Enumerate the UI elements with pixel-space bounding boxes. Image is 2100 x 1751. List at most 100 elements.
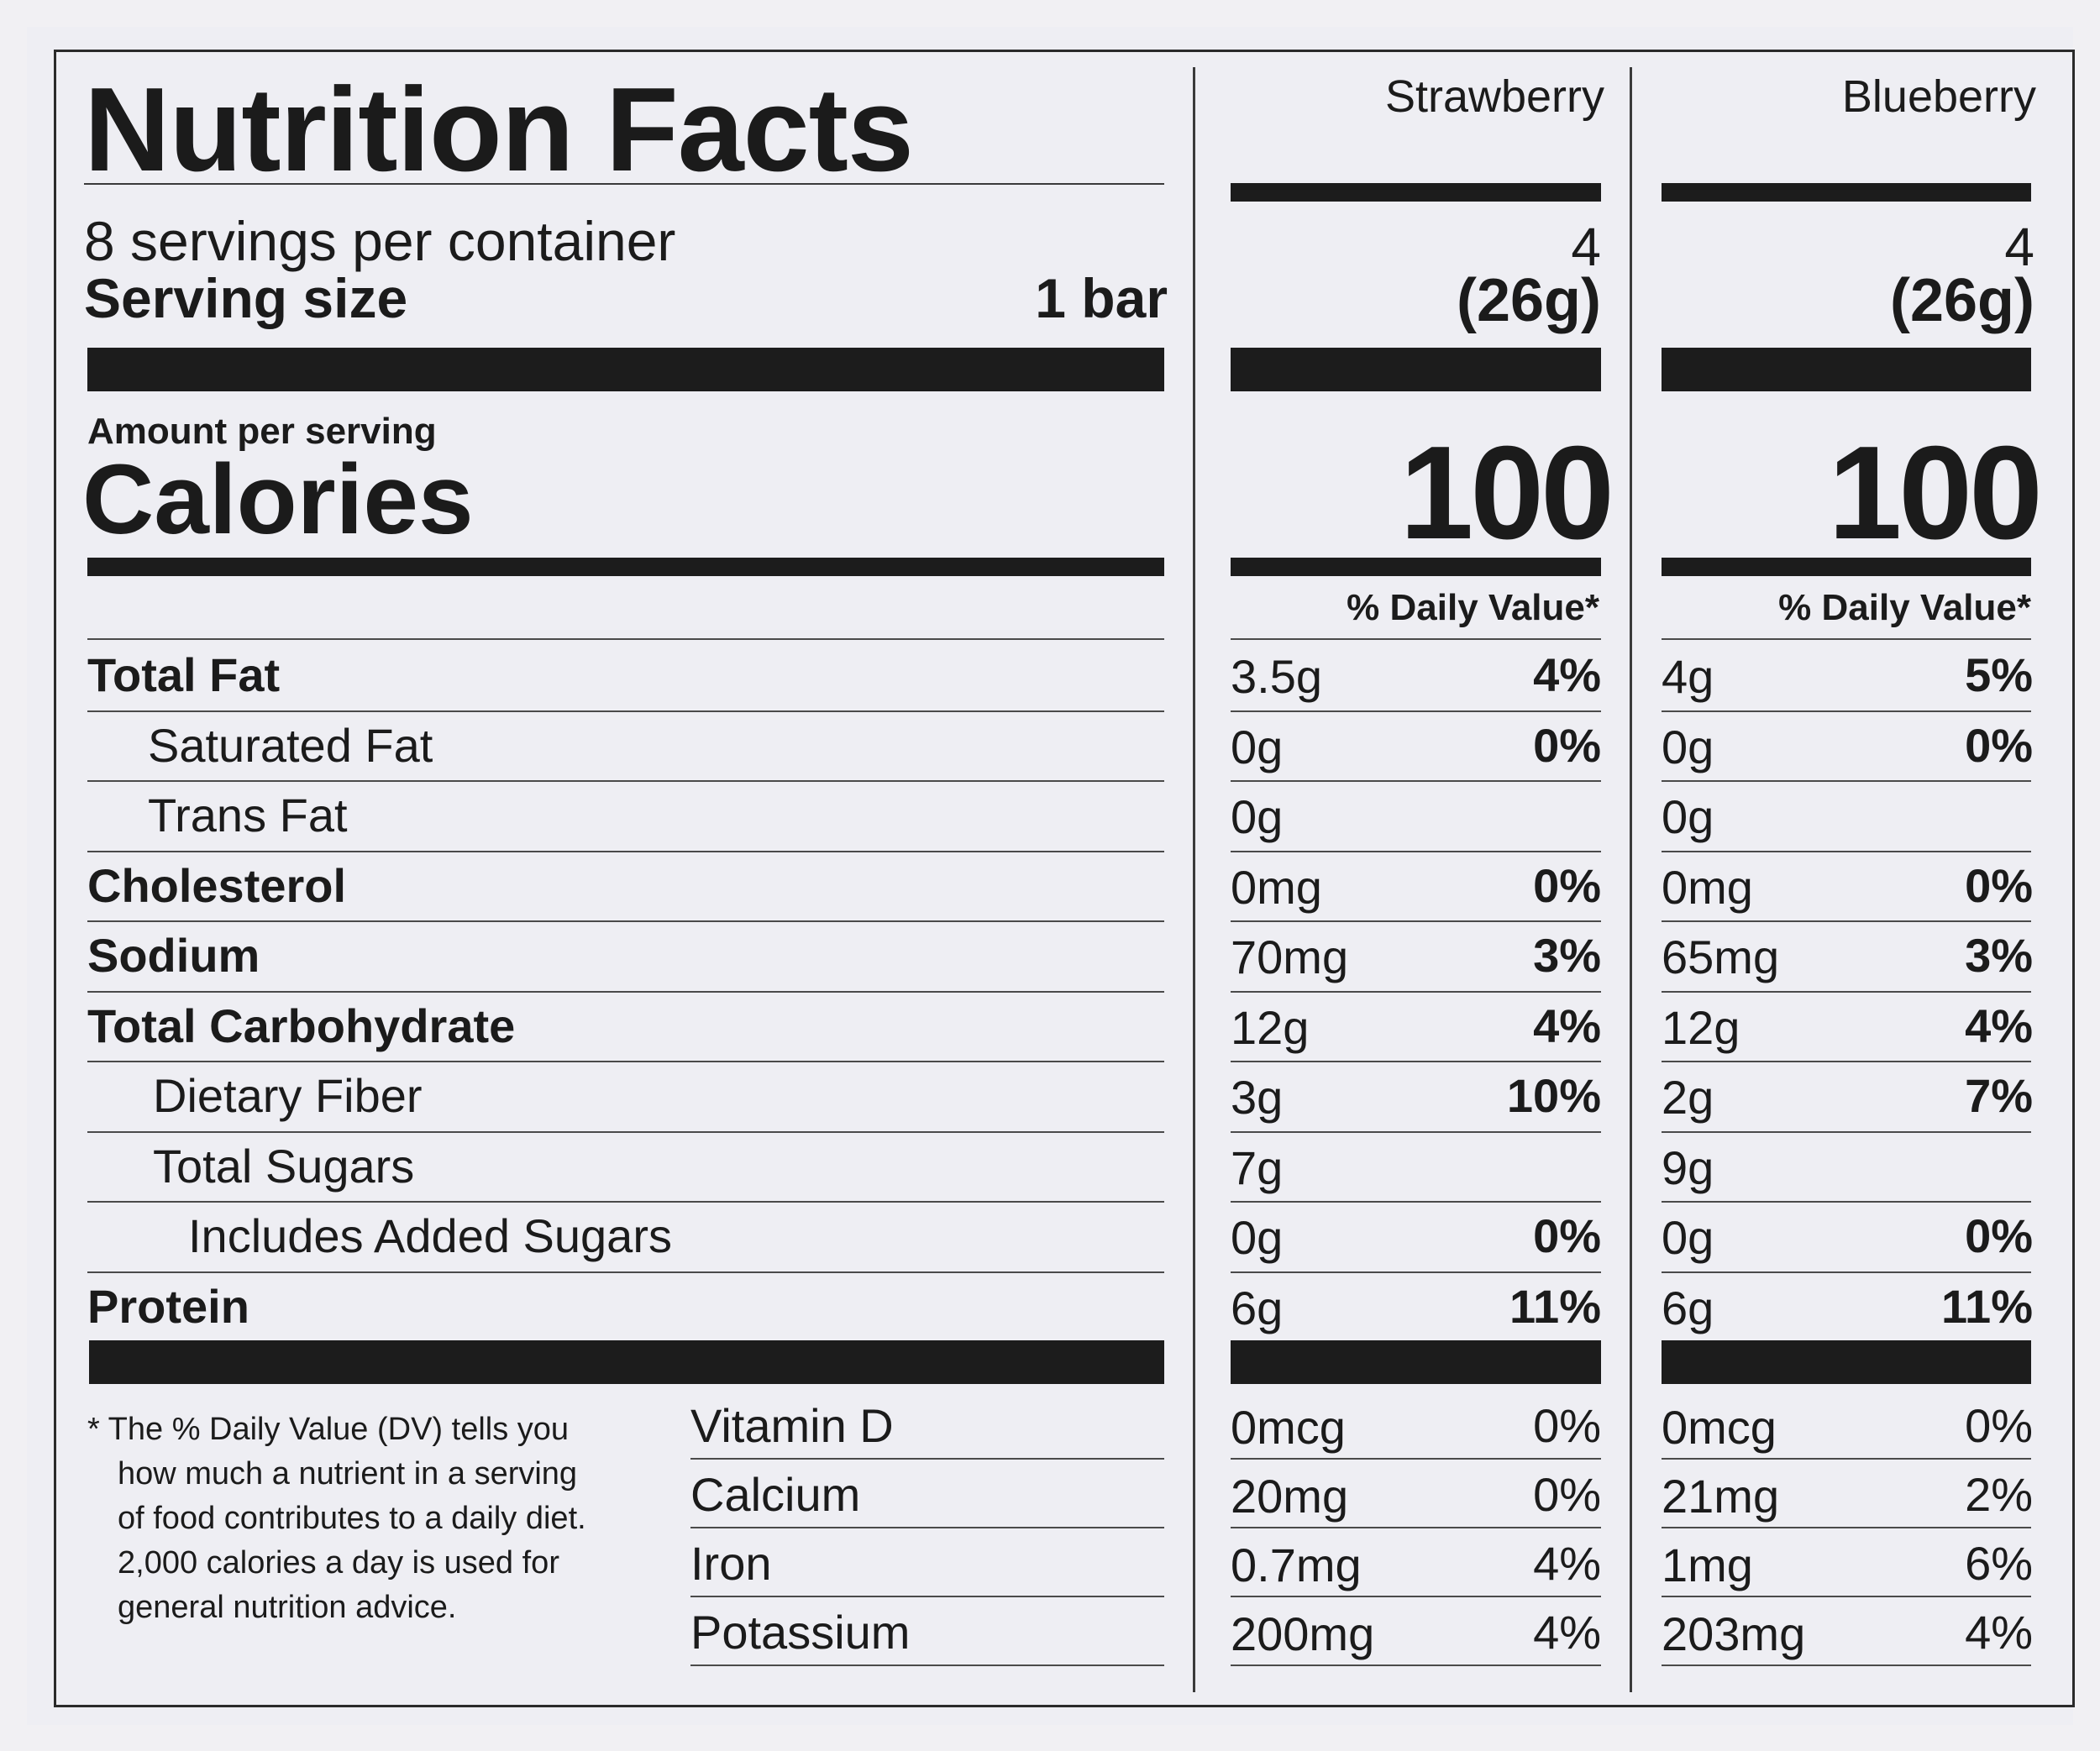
serving-bar <box>87 348 1164 391</box>
nutrient-amount: 6g <box>1662 1281 1714 1334</box>
row-rule <box>690 1527 1164 1528</box>
nutrient-label: Protein <box>87 1279 249 1333</box>
nutrient-dv: 3% <box>1533 929 1601 982</box>
row-rule <box>1662 990 2031 993</box>
calories-bar-blueberry <box>1662 558 2031 576</box>
footnote-line: how much a nutrient in a serving <box>118 1456 578 1491</box>
row-rule <box>1231 1061 1601 1062</box>
row-rule <box>1662 1130 2031 1133</box>
nutrient-amount: 0g <box>1231 720 1284 773</box>
calories-bar <box>87 558 1164 576</box>
vitamin-label: Potassium <box>690 1606 911 1659</box>
row-rule <box>87 780 1164 782</box>
vitamin-dv: 4% <box>1965 1606 2033 1659</box>
row-rule <box>1662 850 2031 852</box>
protein-bar-strawberry <box>1231 1340 1601 1384</box>
nutrient-dv: 0% <box>1965 858 2033 912</box>
nutrient-label: Sodium <box>87 929 260 982</box>
daily-value-header-strawberry: % Daily Value* <box>1347 587 1599 628</box>
footnote-line: 2,000 calories a day is used for <box>118 1545 559 1581</box>
row-rule <box>1231 1664 1601 1666</box>
row-rule <box>1231 1130 1601 1133</box>
row-rule <box>1231 1458 1601 1460</box>
nutrient-dv: 0% <box>1533 1209 1601 1262</box>
row-rule <box>87 1271 1164 1273</box>
nutrient-amount: 65mg <box>1662 931 1780 983</box>
nutrient-amount: 7g <box>1231 1140 1284 1194</box>
footnote-line: of food contributes to a daily diet. <box>118 1501 586 1536</box>
vitamin-label: Vitamin D <box>690 1399 894 1452</box>
row-rule <box>1662 1061 2031 1062</box>
nutrient-dv: 4% <box>1533 648 1601 701</box>
serving-bar-strawberry <box>1231 348 1601 391</box>
footnote-line: * The % Daily Value (DV) tells you <box>87 1412 570 1447</box>
vitamin-dv: 0% <box>1965 1399 2033 1452</box>
nutrient-amount: 0g <box>1662 790 1714 843</box>
title: Nutrition Facts <box>84 63 914 197</box>
row-rule <box>1231 850 1601 852</box>
row-rule <box>1231 1201 1601 1203</box>
title-rule <box>84 183 1164 185</box>
vitamin-amount: 0mcg <box>1662 1401 1777 1454</box>
calories-strawberry: 100 <box>1399 419 1614 567</box>
label-frame <box>54 50 2075 1707</box>
row-rule <box>1662 638 2031 640</box>
row-rule <box>87 990 1164 993</box>
servings-blueberry: 4 <box>2004 217 2034 277</box>
vitamin-amount: 20mg <box>1231 1470 1349 1523</box>
nutrient-amount: 0g <box>1662 720 1714 773</box>
row-rule <box>1662 710 2031 712</box>
row-rule <box>1231 780 1601 782</box>
nutrient-label: Cholesterol <box>87 858 347 912</box>
nutrient-label: Includes Added Sugars <box>188 1209 672 1262</box>
nutrient-dv: 0% <box>1965 718 2033 772</box>
nutrient-dv: 0% <box>1533 858 1601 912</box>
calories-bar-strawberry <box>1231 558 1601 576</box>
vitamin-label: Calcium <box>690 1468 861 1521</box>
vitamin-amount: 0.7mg <box>1231 1539 1362 1591</box>
nutrient-dv: 0% <box>1533 718 1601 772</box>
protein-bar-blueberry <box>1662 1340 2031 1384</box>
row-rule <box>1662 920 2031 922</box>
header-bar-strawberry <box>1231 183 1601 202</box>
nutrient-dv: 4% <box>1533 999 1601 1052</box>
row-rule <box>87 850 1164 852</box>
amount-per-serving: Amount per serving <box>87 411 437 452</box>
servings-per-container: 8 servings per container <box>84 210 676 272</box>
nutrient-dv: 5% <box>1965 648 2033 701</box>
row-rule <box>1662 1664 2031 1666</box>
row-rule <box>87 1201 1164 1203</box>
nutrient-amount: 0g <box>1231 790 1284 843</box>
row-rule <box>1231 638 1601 640</box>
row-rule <box>1662 1458 2031 1460</box>
nutrient-amount: 0g <box>1662 1211 1714 1264</box>
nutrient-amount: 4g <box>1662 650 1714 703</box>
nutrient-label: Dietary Fiber <box>153 1069 423 1122</box>
calories-blueberry: 100 <box>1828 419 2043 567</box>
row-rule <box>87 710 1164 712</box>
nutrient-label: Saturated Fat <box>148 718 433 772</box>
nutrient-dv: 3% <box>1965 929 2033 982</box>
nutrient-label: Total Sugars <box>153 1139 415 1193</box>
vitamin-amount: 200mg <box>1231 1607 1375 1660</box>
vitamin-dv: 4% <box>1533 1606 1601 1659</box>
row-rule <box>1231 990 1601 993</box>
vitamin-amount: 1mg <box>1662 1539 1753 1591</box>
nutrient-dv: 4% <box>1965 999 2033 1052</box>
row-rule <box>1662 1201 2031 1203</box>
label-panel <box>27 27 2073 1725</box>
nutrient-amount: 3.5g <box>1231 650 1322 703</box>
nutrient-amount: 6g <box>1231 1281 1284 1334</box>
vitamin-dv: 2% <box>1965 1468 2033 1521</box>
header-bar-blueberry <box>1662 183 2031 202</box>
row-rule <box>87 920 1164 922</box>
nutrient-amount: 9g <box>1662 1140 1714 1194</box>
row-rule <box>1231 1271 1601 1273</box>
nutrient-amount: 2g <box>1662 1071 1714 1124</box>
vitamin-amount: 21mg <box>1662 1470 1780 1523</box>
nutrient-label: Total Carbohydrate <box>87 999 516 1052</box>
vitamin-dv: 0% <box>1533 1399 1601 1452</box>
serving-size-strawberry: (26g) <box>1456 267 1601 334</box>
column-header-strawberry: Strawberry <box>1384 71 1604 122</box>
nutrient-label: Total Fat <box>87 648 281 701</box>
